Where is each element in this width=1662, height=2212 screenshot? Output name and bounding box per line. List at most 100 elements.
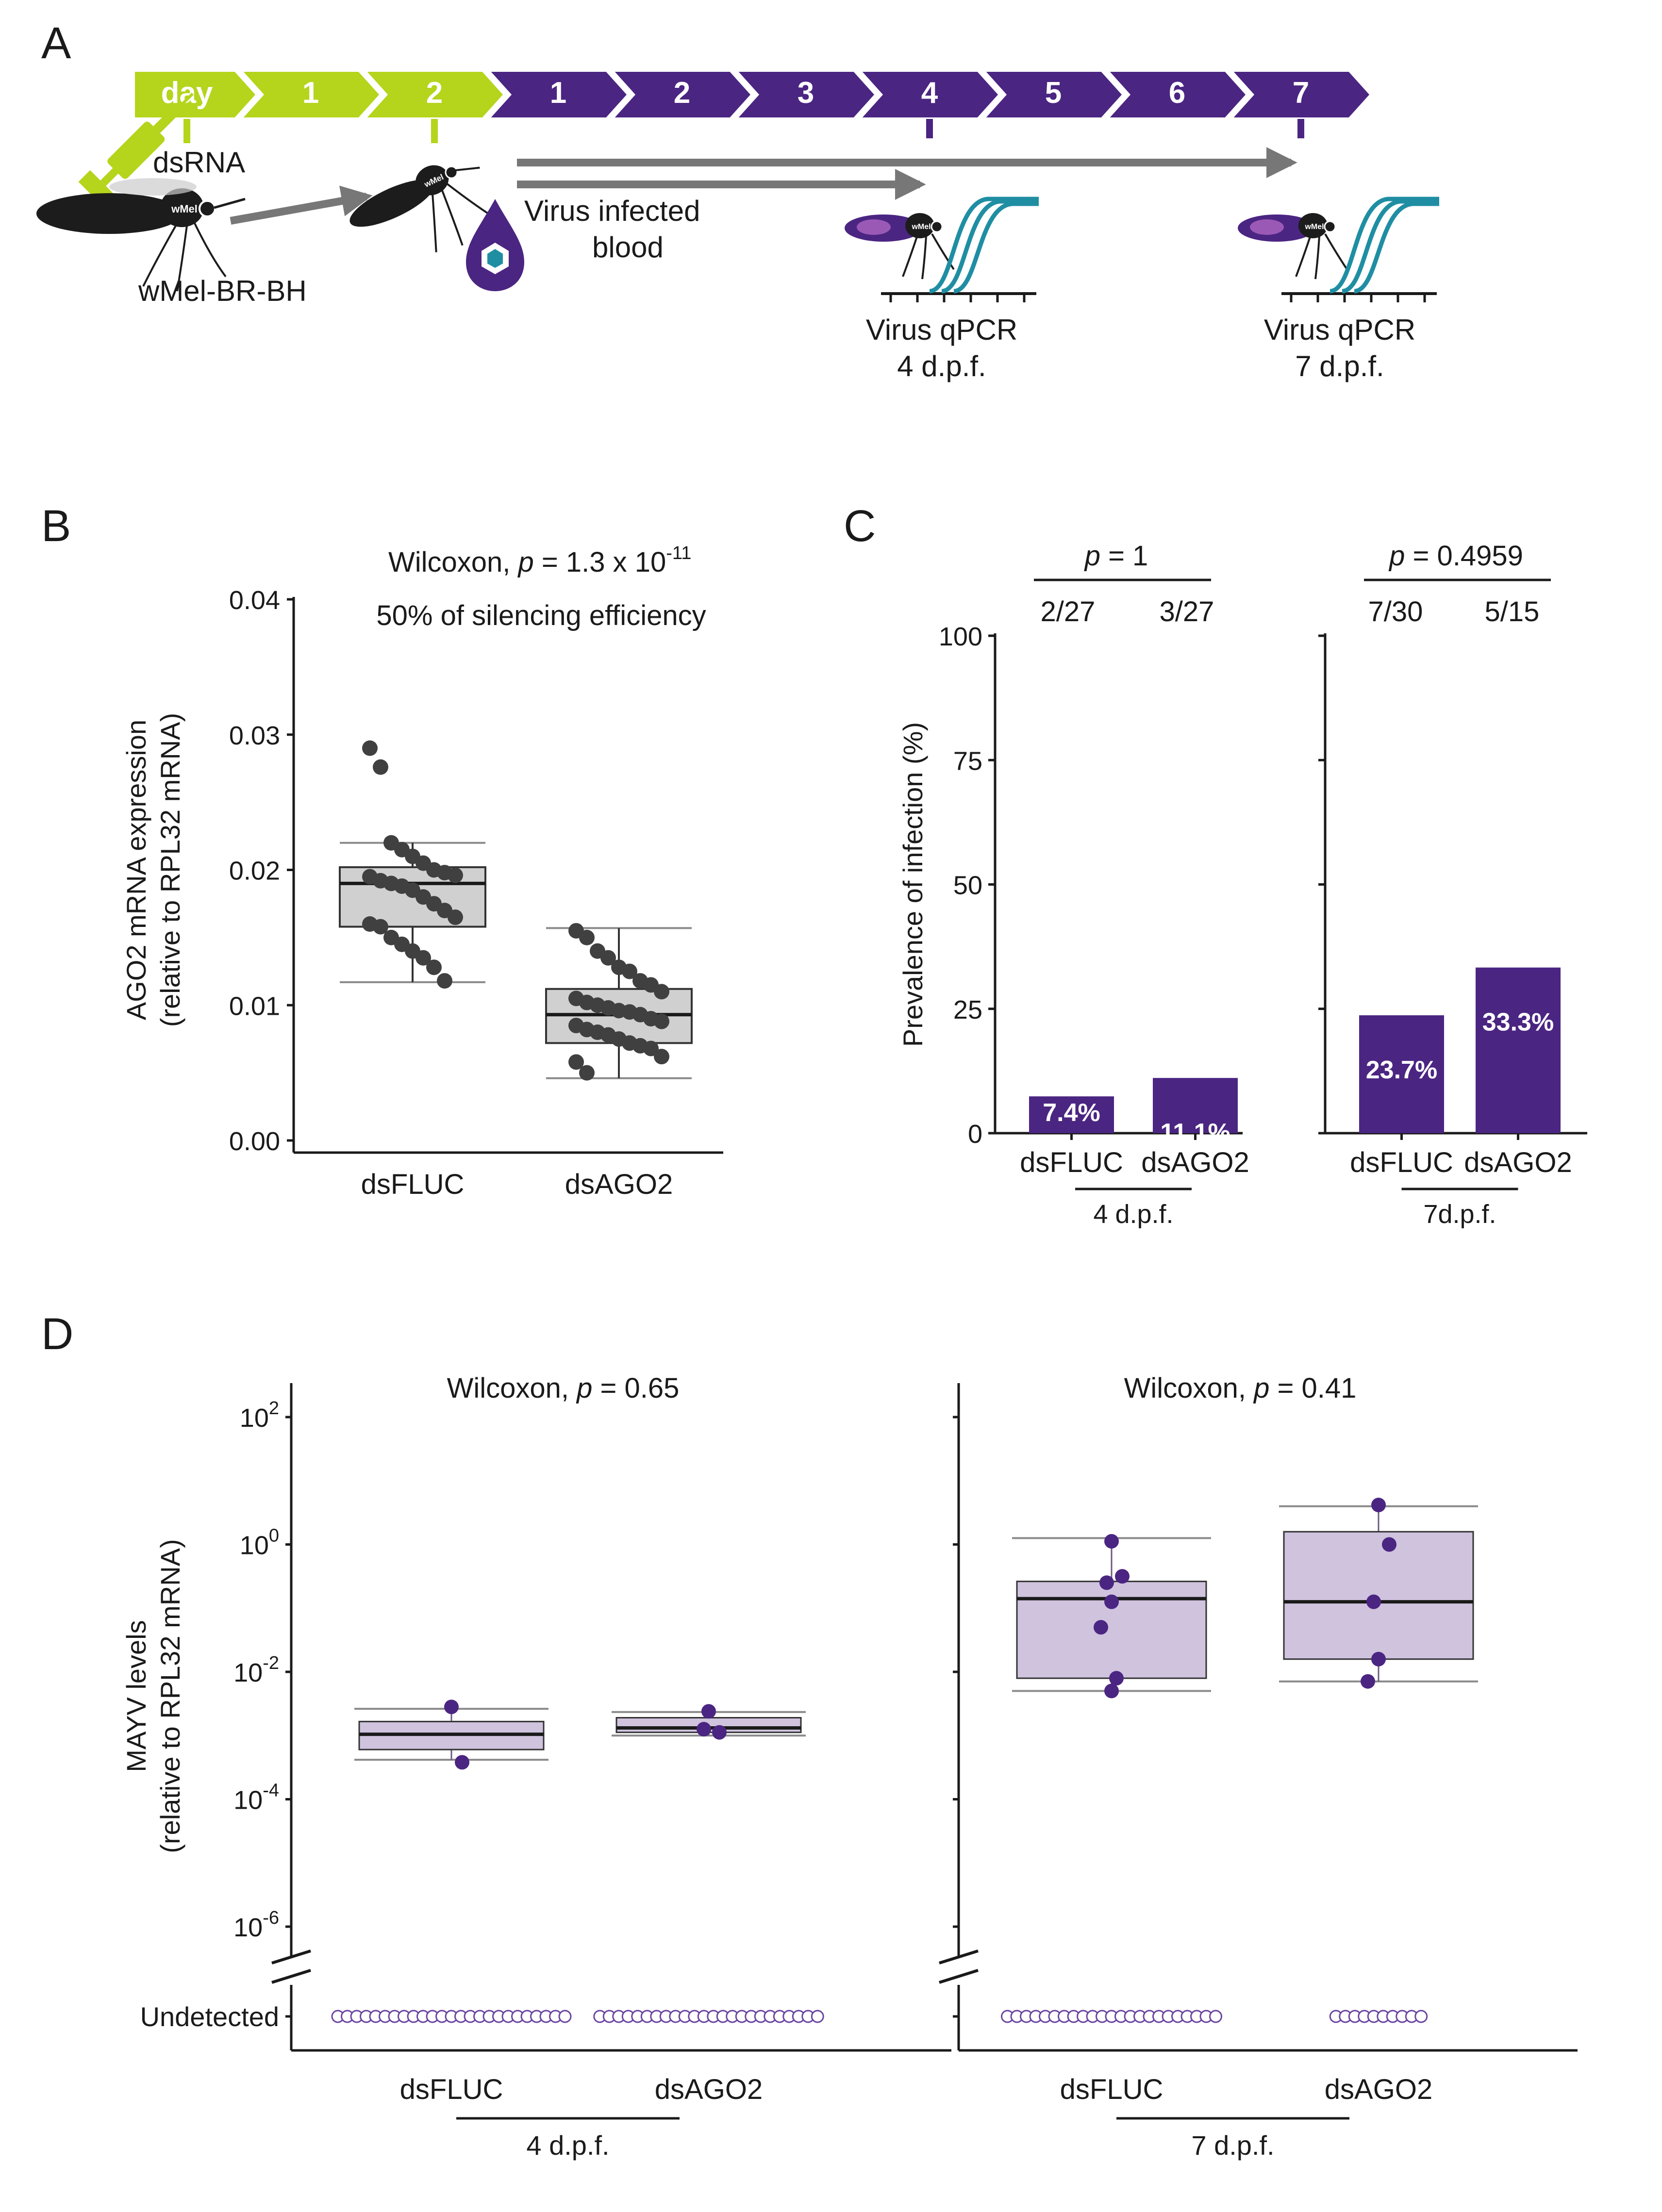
ratio-dsago2-7dpf: 5/15 <box>1485 596 1540 627</box>
blood-label-line2: blood <box>592 231 664 264</box>
qpcr-4-line1: Virus qPCR <box>866 314 1017 346</box>
data-point <box>1104 1534 1119 1549</box>
timeline: day 1 2 1 2 3 4 5 6 7 <box>132 69 1374 143</box>
y-tick-label-c: 75 <box>953 746 982 776</box>
axis-break <box>939 1949 979 1964</box>
data-point <box>643 1040 659 1056</box>
box-7 d.p.f.-dsFLUC <box>1001 1534 1222 2023</box>
ratio-dsfluc-7dpf: 7/30 <box>1368 596 1423 627</box>
timeline-step-label: 7 <box>1293 76 1309 110</box>
y-tick-label-b: 0.03 <box>229 721 280 750</box>
data-point <box>455 1755 469 1770</box>
timeline-step-label: day <box>161 76 213 110</box>
bar-value-label: 33.3% <box>1482 1008 1554 1037</box>
group-label-c: 7d.p.f. <box>1423 1200 1496 1229</box>
p-label: p <box>1388 540 1405 572</box>
undetected-point <box>1209 2010 1222 2023</box>
panel-d-stat-7dpf: Wilcoxon, p = 0.41 <box>1124 1372 1357 1404</box>
infected-mosquito-icon: wMel <box>1238 213 1348 280</box>
panel-c-stat-7dpf: p = 0.4959 7/30 5/15 <box>1364 540 1551 627</box>
data-point <box>600 950 616 966</box>
p-value: = 0.4959 <box>1405 540 1523 572</box>
data-point <box>701 1704 716 1719</box>
strain-label: wMel-BR-BH <box>138 275 307 307</box>
undetected-point <box>811 2010 824 2023</box>
ratio-dsago2-4dpf: 3/27 <box>1160 596 1214 627</box>
panel-c-label: C <box>844 501 876 551</box>
y-tick-label-b: 0.00 <box>229 1127 280 1156</box>
x-tick-label-c: dsFLUC <box>1020 1147 1123 1178</box>
data-point <box>448 867 463 883</box>
panel-c: C p = 1 2/27 3/27 p = 0.4959 7/30 5/15 0… <box>844 501 1587 1229</box>
infected-mosquito-icon: wMel <box>845 213 955 280</box>
chart-b: 0.00 0.01 0.02 0.03 0.04 AGO2 mRNA expression… <box>121 586 723 1200</box>
blood-label-line1: Virus infected <box>524 195 700 227</box>
y-tick-label-d: 10-2 <box>233 1653 279 1687</box>
data-point <box>654 1013 669 1029</box>
timeline-step-label: 1 <box>302 76 319 110</box>
data-point <box>416 950 431 966</box>
x-tick-label-c: dsAGO2 <box>1141 1147 1249 1178</box>
timeline-step-label: 4 <box>921 76 938 110</box>
y-label-c: Prevalence of infection (%) <box>897 722 928 1047</box>
data-point <box>448 909 463 925</box>
undetected-point <box>558 2010 572 2023</box>
silencing-efficiency: 50% of silencing efficiency <box>376 600 706 631</box>
axis-break <box>271 1969 311 1984</box>
data-point <box>579 929 595 945</box>
qpcr-4dpf: wMel Virus qPCR 4 d.p.f. <box>845 197 1039 382</box>
timeline-step <box>361 69 507 120</box>
x-tick-label-c: dsFLUC <box>1350 1147 1453 1178</box>
data-point <box>1099 1575 1114 1590</box>
data-point <box>622 963 637 979</box>
bar-dsAGO2 <box>1153 1078 1238 1133</box>
data-point <box>579 1065 595 1081</box>
x-tick-label-d: dsAGO2 <box>1325 2074 1432 2105</box>
timeline-step-label: 2 <box>426 76 443 110</box>
data-point <box>1104 1594 1119 1609</box>
y-tick-label-b: 0.02 <box>229 857 280 886</box>
y-label-line1: AGO2 mRNA expression <box>121 720 151 1020</box>
panel-d-stat-4dpf: Wilcoxon, p = 0.65 <box>447 1372 680 1404</box>
x-tick-label-c: dsAGO2 <box>1464 1147 1572 1178</box>
qpcr-curves-icon <box>881 197 1039 302</box>
data-point <box>373 759 388 775</box>
mosquito-tag: wMel <box>911 223 931 231</box>
panel-b-stat: Wilcoxon, p = 1.3 x 10-11 <box>388 543 691 578</box>
qpcr-7-line2: 7 d.p.f. <box>1295 350 1384 382</box>
box-dsAGO2 <box>545 923 693 1081</box>
panel-d: D Wilcoxon, p = 0.65 Wilcoxon, p = 0.41 … <box>41 1309 1578 2161</box>
y-label-line2: (relative to RPL32 mRNA) <box>155 713 185 1027</box>
p-value: = 1 <box>1100 540 1148 572</box>
timeline-step <box>732 69 879 120</box>
mosquito-icon: wMel <box>36 178 246 292</box>
data-point <box>568 1054 584 1070</box>
data-point <box>1115 1569 1130 1584</box>
timeline-step <box>132 69 260 120</box>
panel-c-stat-4dpf: p = 1 2/27 3/27 <box>1034 540 1214 627</box>
bar-value-label: 11.1% <box>1160 1119 1230 1147</box>
y-label-line1: MAYV levels <box>121 1620 151 1772</box>
ratio-dsfluc-4dpf: 2/27 <box>1041 596 1096 627</box>
data-point <box>697 1722 711 1737</box>
panel-b-label: B <box>41 501 71 551</box>
box-dsFLUC <box>339 740 486 989</box>
timeline-step <box>856 69 1002 120</box>
data-point <box>654 984 669 1000</box>
timeline-step <box>237 69 383 120</box>
qpcr-curves-icon <box>1281 197 1439 302</box>
x-tick-label-d: dsFLUC <box>1060 2074 1163 2105</box>
panel-a: A day 1 2 1 2 3 4 5 6 7 dsRNA wMel wMel-BR-BH <box>36 18 1439 382</box>
x-tick-label-d: dsFLUC <box>400 2074 503 2105</box>
y-tick-label-c: 50 <box>953 871 982 900</box>
blood-drop-icon <box>466 199 524 291</box>
y-label-line2: (relative to RPL32 mRNA) <box>155 1539 185 1853</box>
mosquito-tag: wMel <box>171 203 198 215</box>
bar-dsAGO2 <box>1476 967 1561 1133</box>
panel-b: B Wilcoxon, p = 1.3 x 10-11 50% of silen… <box>41 501 723 1200</box>
y-tick-label-d: 102 <box>240 1398 279 1433</box>
y-axis-label-c: Prevalence of infection (%) <box>897 722 928 1047</box>
qpcr-7dpf: wMel Virus qPCR 7 d.p.f. <box>1238 197 1439 382</box>
data-point <box>444 1700 459 1715</box>
data-point <box>1094 1620 1108 1635</box>
